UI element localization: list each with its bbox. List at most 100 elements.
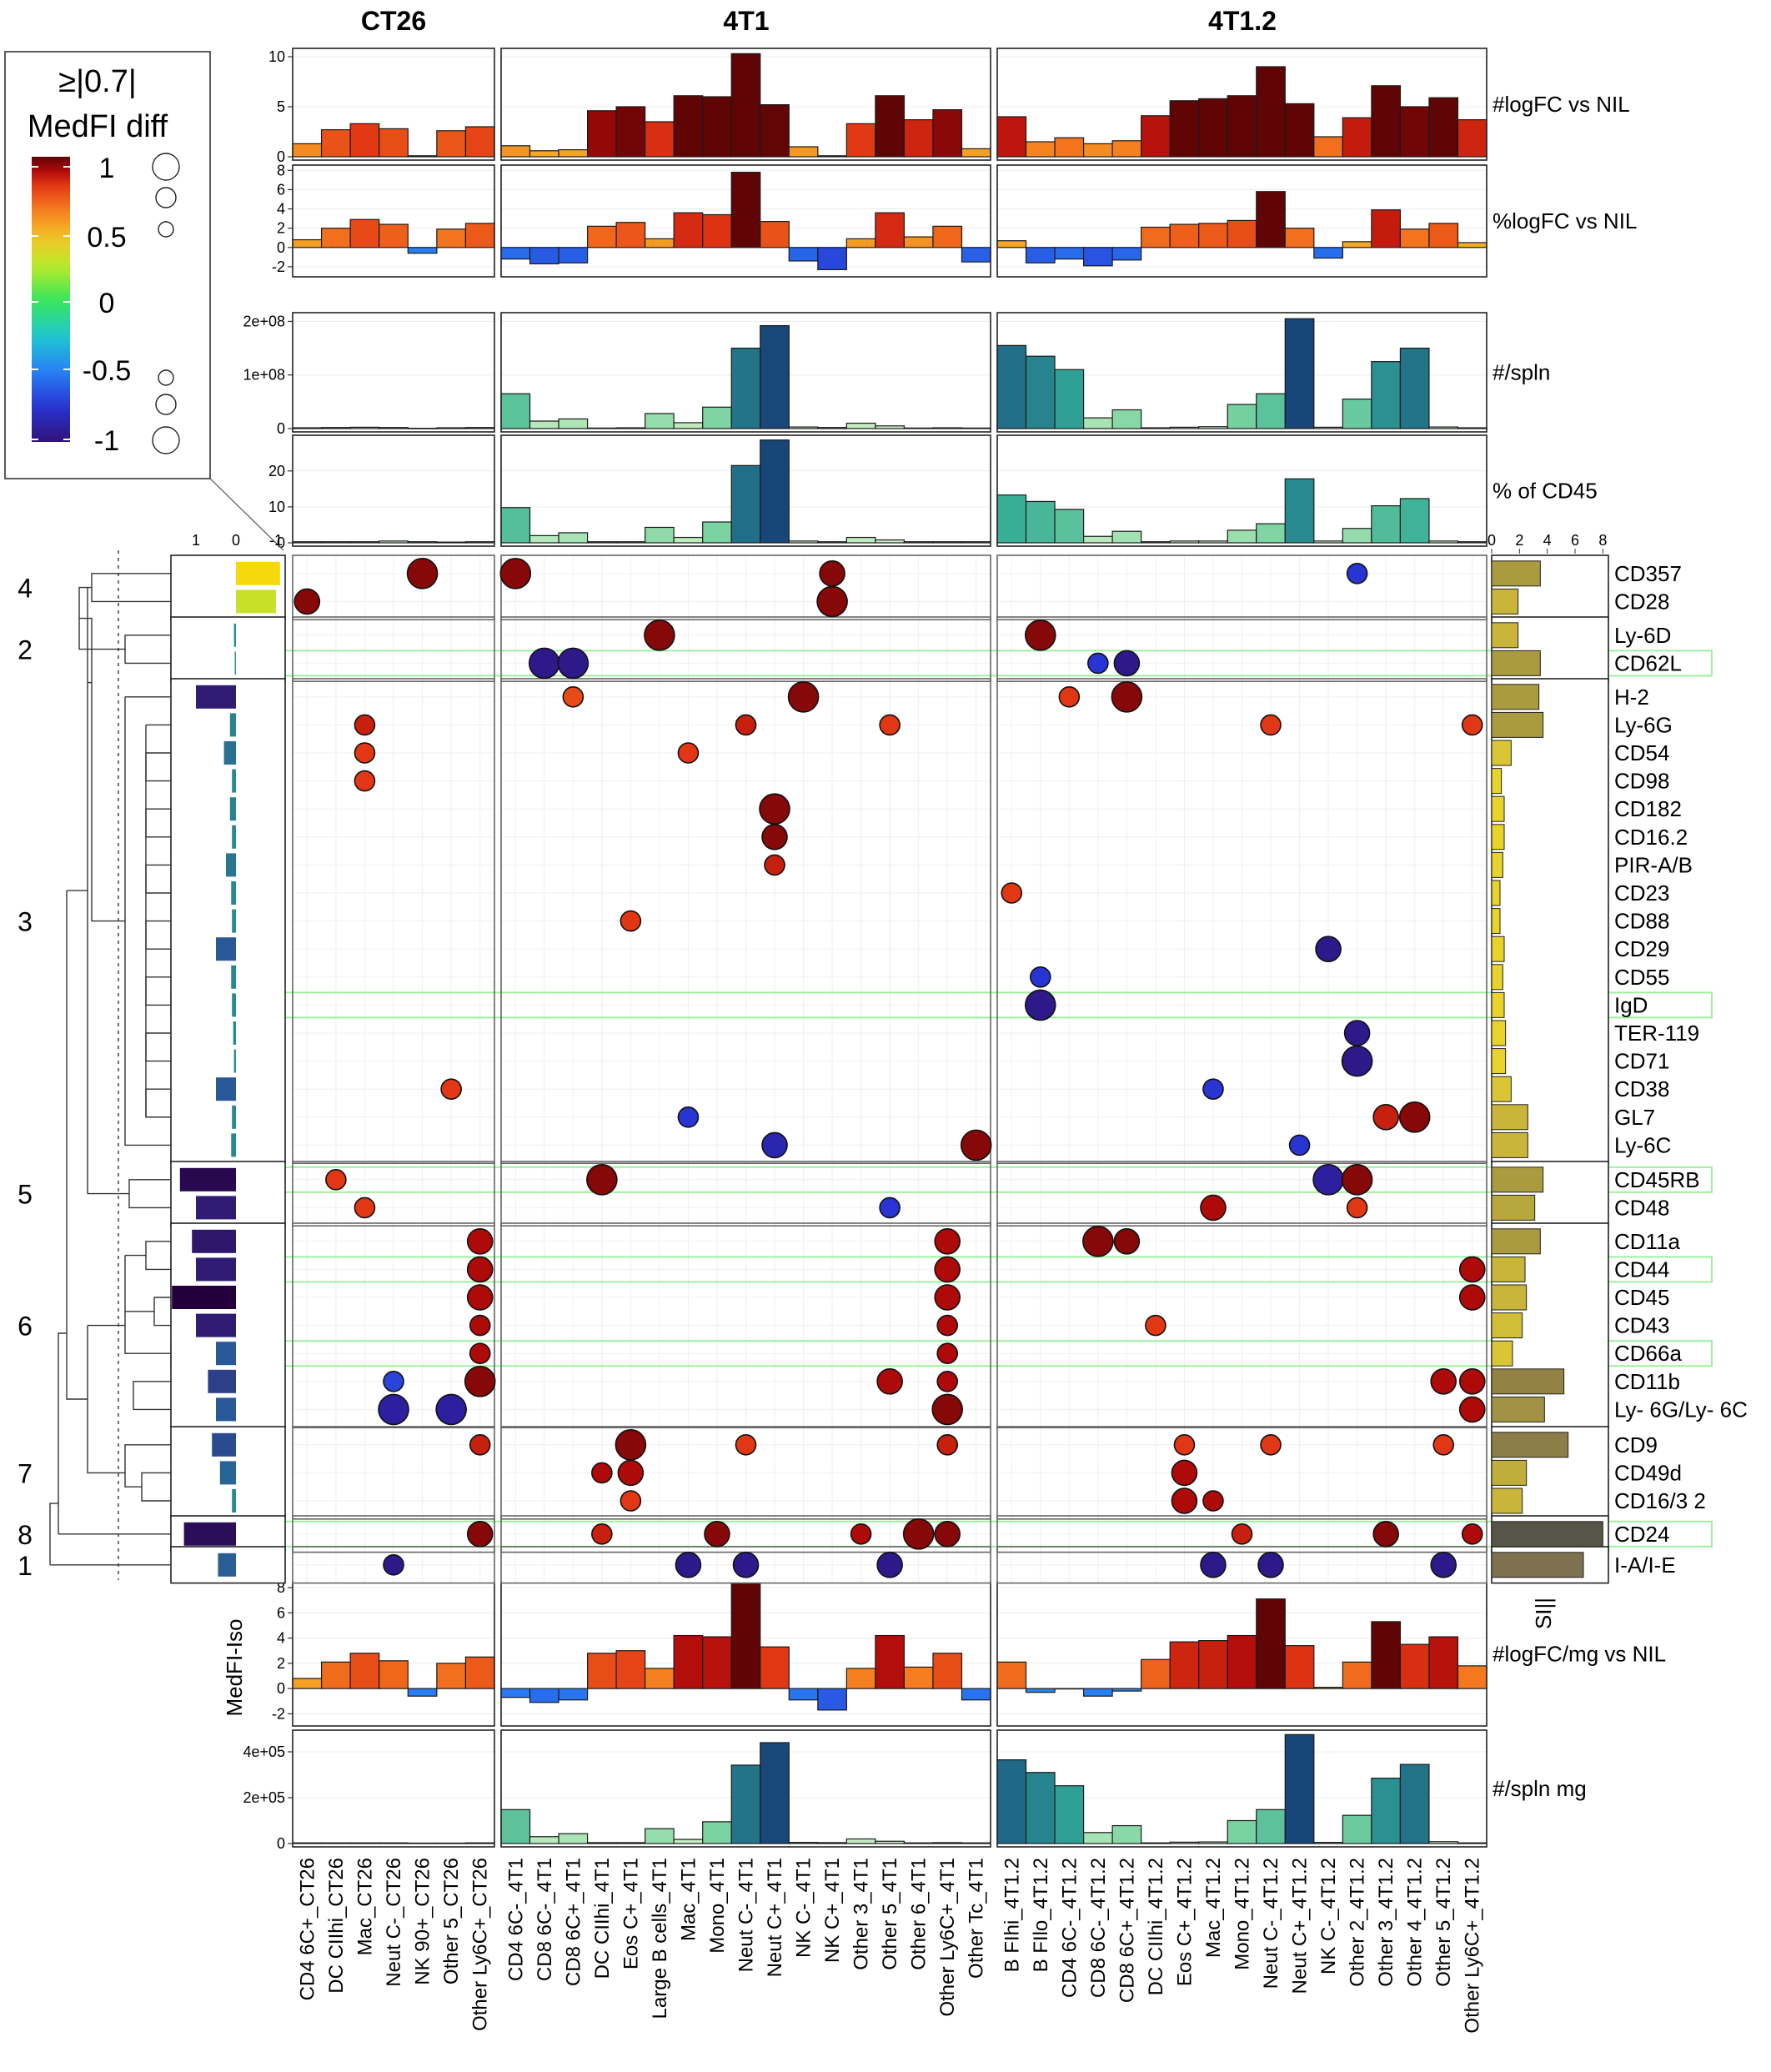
panel-frame: [996, 48, 1488, 161]
bar-mark: [436, 427, 467, 429]
si-bar: [1491, 740, 1512, 766]
marker-label: CD71: [1614, 1049, 1669, 1074]
bar-mark: [436, 130, 467, 158]
dot-mark: [677, 1106, 700, 1128]
si-bar: [1491, 880, 1501, 906]
dot-mark: [1288, 1134, 1311, 1156]
dot-mark: [469, 1314, 491, 1337]
legend-tick-label: 0: [99, 288, 115, 319]
panel-label: %logFC vs NIL: [1493, 208, 1637, 233]
cluster-panel-frame: [996, 1161, 1488, 1227]
dot-mark: [1058, 685, 1081, 708]
dot-mark: [1113, 650, 1141, 677]
bar-mark: [875, 1634, 906, 1689]
bar-mark: [1371, 1621, 1402, 1689]
bar-mark: [529, 1836, 559, 1844]
si-bar: [1491, 768, 1503, 795]
bar-mark: [673, 212, 704, 248]
dot-mark: [586, 1164, 618, 1196]
bar-mark: [529, 150, 559, 158]
cluster-number: 5: [18, 1180, 33, 1210]
dot-mark: [435, 1393, 467, 1426]
bar-mark: [673, 95, 704, 158]
bar-mark: [1284, 228, 1315, 248]
dot-mark: [936, 1342, 959, 1364]
bar-mark: [320, 228, 351, 248]
bar-mark: [379, 540, 409, 544]
column-label: Other Ly6C+_4T1: [936, 1858, 959, 2017]
dot-mark: [1398, 1101, 1431, 1133]
bar-mark: [586, 427, 617, 429]
bar-mark: [1141, 226, 1171, 248]
si-bar: [1491, 1521, 1603, 1548]
si-bar: [1491, 964, 1503, 991]
dot-mark: [406, 557, 439, 589]
column-label: CD8 6C+_4T1.2: [1116, 1858, 1138, 2003]
bar-mark: [464, 1842, 495, 1844]
bar-mark: [349, 1842, 380, 1844]
bar-mark: [1428, 540, 1459, 544]
y-tick-label: 8: [277, 1579, 285, 1596]
column-label: Other 5_CT26: [440, 1858, 463, 1984]
dot-mark: [354, 742, 376, 764]
column-label: Other Ly6C+_4T1.2: [1462, 1858, 1484, 2034]
dot-mark: [620, 910, 642, 932]
column-label: Other Tc_4T1: [966, 1858, 988, 1979]
medfi-bar: [231, 965, 236, 989]
bar-mark: [875, 212, 906, 248]
si-bar: [1491, 851, 1503, 878]
dot-mark: [759, 793, 790, 825]
bar-mark: [730, 347, 761, 429]
column-label: CD8 6C+_4T1: [562, 1858, 584, 1986]
dot-mark: [1029, 966, 1051, 988]
medfi-bar: [196, 1313, 236, 1337]
dot-mark: [1430, 1552, 1457, 1578]
si-bar: [1491, 1459, 1528, 1486]
bar-mark: [730, 53, 761, 158]
si-bar: [1491, 1396, 1545, 1422]
medfi-bar: [192, 1229, 236, 1253]
dendrogram-branch: [145, 976, 171, 1006]
dot-mark: [1343, 1020, 1371, 1046]
bar-mark: [320, 427, 351, 429]
bar-mark: [1428, 1636, 1459, 1689]
bar-mark: [1457, 541, 1488, 544]
bar-mark: [1169, 1841, 1200, 1844]
dot-mark: [1346, 1197, 1368, 1219]
y-tick-label: 6: [277, 1604, 285, 1621]
bar-mark: [292, 427, 323, 429]
si-bar: [1491, 1368, 1565, 1395]
bar-mark: [1169, 540, 1200, 544]
bar-mark: [1428, 426, 1459, 429]
legend-size-dot: [158, 221, 174, 238]
marker-label: CD66a: [1614, 1341, 1682, 1366]
bar-mark: [529, 1688, 559, 1703]
dot-mark: [620, 1490, 642, 1512]
cluster-panel-frame: [996, 678, 1488, 1165]
panel-frame: [292, 164, 495, 278]
bar-mark: [788, 247, 819, 262]
cluster-panel-frame: [996, 1515, 1488, 1553]
bar-mark: [500, 1688, 531, 1698]
bar-mark: [817, 1842, 847, 1844]
y-tick-label: 0: [277, 1680, 285, 1697]
marker-label: CD24: [1614, 1522, 1669, 1547]
column-label: NK 90+_CT26: [412, 1858, 434, 1985]
bar-mark: [379, 427, 409, 429]
dot-mark: [440, 1078, 462, 1100]
column-label: Other 3_4T1.2: [1375, 1858, 1397, 1987]
dot-mark: [819, 559, 845, 587]
panel-frame: [292, 434, 495, 547]
cluster-panel-frame: [996, 554, 1488, 620]
y-tick-label: 0: [277, 148, 285, 165]
bar-mark: [1025, 141, 1056, 158]
si-bar: [1491, 908, 1501, 935]
dot-mark: [704, 1521, 730, 1548]
dot-mark: [1372, 1521, 1399, 1548]
bar-mark: [586, 1842, 617, 1844]
dendrogram-branch: [145, 1032, 171, 1062]
bar-mark: [760, 1742, 790, 1844]
dot-mark: [1082, 1226, 1114, 1257]
marker-label: GL7: [1614, 1105, 1655, 1130]
dendrogram-branch: [124, 1254, 171, 1354]
